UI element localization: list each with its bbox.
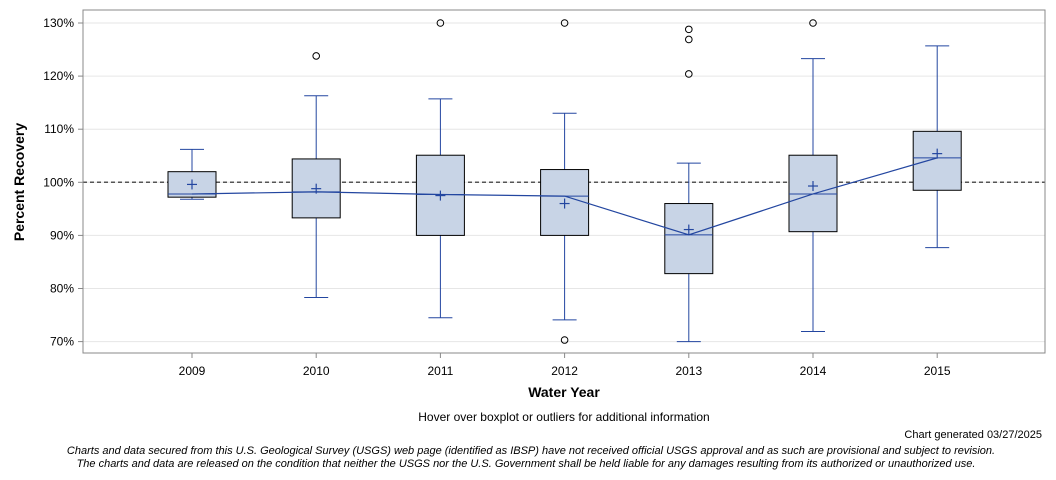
mean-marker-2010 — [311, 183, 322, 194]
outlier-2011-0[interactable] — [436, 19, 445, 27]
mean-marker-2009 — [187, 179, 197, 190]
y-axis-ticks: 70% 80% 90% 100% 110% 120% 130% — [43, 16, 83, 349]
x-axis-ticks: 2009 2010 2011 2012 2013 2014 2015 — [179, 353, 951, 378]
box-2013[interactable] — [664, 162, 714, 343]
mean-marker-2014 — [808, 181, 818, 192]
box-2014[interactable] — [788, 58, 838, 333]
ytick-label-120: 120% — [43, 69, 74, 83]
plot-frame — [82, 9, 1046, 354]
mean-marker-2011 — [435, 190, 446, 201]
mean-marker-2013 — [683, 224, 694, 235]
outlier-2012-1[interactable] — [560, 336, 569, 344]
xtick-label-2009: 2009 — [179, 364, 206, 378]
ytick-label-90: 90% — [50, 228, 74, 242]
mean-marker-2012 — [559, 198, 570, 209]
outlier-2012-0[interactable] — [560, 19, 569, 27]
xtick-label-2015: 2015 — [924, 364, 951, 378]
outlier-2013-1[interactable] — [685, 35, 693, 44]
x-axis-title: Water Year — [528, 384, 600, 400]
box-2010[interactable] — [291, 95, 341, 299]
boxes[interactable] — [167, 45, 962, 343]
y-axis-title: Percent Recovery — [11, 123, 27, 242]
box-iqr — [912, 130, 962, 191]
ytick-label-70: 70% — [50, 335, 74, 349]
box-2011[interactable] — [415, 98, 465, 319]
xtick-label-2011: 2011 — [427, 364, 453, 378]
outlier-2013-0[interactable] — [685, 25, 693, 34]
xtick-label-2010: 2010 — [303, 364, 330, 378]
disclaimer-line-1: Charts and data secured from this U.S. G… — [67, 445, 995, 457]
ytick-label-80: 80% — [50, 282, 74, 296]
hover-note: Hover over boxplot or outliers for addit… — [418, 410, 709, 424]
box-2015[interactable] — [912, 45, 962, 249]
box-2009[interactable] — [167, 148, 217, 200]
markers — [187, 19, 943, 344]
xtick-label-2012: 2012 — [551, 364, 578, 378]
outlier-2014-0[interactable] — [809, 19, 817, 27]
disclaimer-line-2: The charts and data are released on the … — [77, 458, 976, 470]
ytick-label-100: 100% — [43, 175, 74, 189]
outlier-2010-0[interactable] — [312, 52, 321, 60]
box-iqr — [291, 158, 341, 219]
ytick-label-110: 110% — [44, 122, 74, 136]
box-iqr — [664, 203, 714, 275]
outlier-2013-2[interactable] — [685, 70, 693, 78]
xtick-label-2013: 2013 — [675, 364, 702, 378]
xtick-label-2014: 2014 — [800, 364, 827, 378]
chart-generated-date: Chart generated 03/27/2025 — [904, 429, 1042, 441]
mean-marker-2015 — [932, 148, 943, 159]
ytick-label-130: 130% — [43, 16, 74, 30]
